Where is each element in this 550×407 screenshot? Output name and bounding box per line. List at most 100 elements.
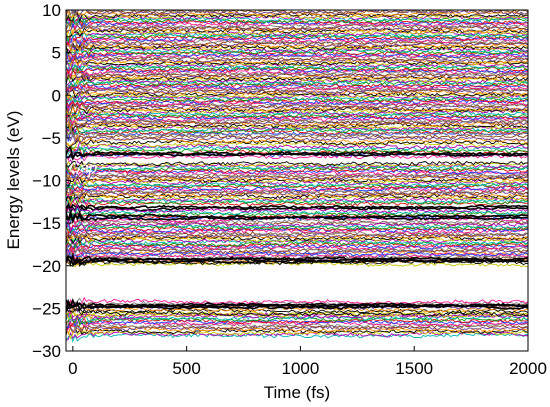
- energy-level-trace-10-6: [66, 297, 528, 310]
- y-tick-label: 5: [52, 44, 61, 63]
- energy-level-trace-0-81: [66, 22, 528, 31]
- energy-level-trace-7-8: [66, 237, 528, 246]
- energy-level-trace-0-2: [66, 125, 528, 136]
- y-tick-label: −20: [32, 257, 61, 276]
- energy-level-trace-0-66: [66, 42, 528, 55]
- energy-level-trace-3-21: [66, 169, 528, 181]
- energy-level-trace-0-33: [66, 85, 528, 96]
- energy-level-trace-12-15: [66, 307, 528, 317]
- energy-level-trace-12-0: [66, 332, 528, 343]
- energy-level-trace-1-5: [66, 140, 528, 152]
- energy-level-trace-1-3: [66, 144, 528, 157]
- energy-level-trace-0-29: [66, 90, 528, 101]
- energy-level-trace-3-6: [66, 191, 528, 200]
- x-tick-label: 1000: [281, 359, 319, 378]
- energy-level-trace-3-1: [66, 194, 528, 206]
- energy-level-trace-3-26: [66, 163, 528, 173]
- energy-level-trace-12-6: [66, 323, 528, 334]
- energy-level-trace-3-2: [66, 194, 528, 206]
- energy-level-trace-0-79: [66, 23, 528, 36]
- energy-level-trace-7-20: [66, 220, 528, 232]
- energy-level-trace-3-0: [66, 198, 528, 208]
- energy-level-trace-12-12: [66, 313, 528, 324]
- energy-level-trace-0-78: [66, 27, 528, 38]
- energy-level-trace-7-12: [66, 230, 528, 243]
- energy-level-trace-3-23: [66, 166, 528, 179]
- energy-level-trace-7-16: [66, 226, 528, 236]
- energy-level-trace-0-14: [66, 110, 528, 121]
- y-tick-label: 10: [42, 1, 61, 20]
- energy-level-trace-3-27: [66, 159, 528, 170]
- x-axis: 0 500 1000 1500 2000: [68, 346, 547, 378]
- energy-level-trace-3-14: [66, 180, 528, 190]
- energy-level-trace-1-7: [66, 138, 528, 149]
- energy-level-trace-0-13: [66, 112, 528, 124]
- energy-level-trace-0-40: [66, 75, 528, 87]
- energy-level-trace-0-5: [66, 121, 528, 132]
- y-axis-label: Energy levels (eV): [4, 111, 23, 250]
- energy-level-trace-12-10: [66, 314, 528, 328]
- energy-level-trace-3-22: [66, 168, 528, 176]
- energy-level-trace-0-73: [66, 31, 528, 46]
- y-tick-label: −30: [32, 342, 61, 361]
- energy-level-trace-0-64: [66, 43, 528, 55]
- y-tick-label: −10: [32, 172, 61, 191]
- energy-level-trace-4-1: [66, 202, 528, 215]
- energy-level-trace-0-27: [66, 93, 528, 104]
- energy-level-trace-8-6: [66, 248, 528, 262]
- energy-level-trace-0-39: [66, 77, 528, 88]
- energy-level-trace-3-11: [66, 183, 528, 192]
- x-axis-label: Time (fs): [264, 383, 330, 402]
- energy-level-trace-9-0: [66, 252, 528, 266]
- energy-level-trace-0-88: [66, 12, 528, 22]
- energy-level-trace-12-2: [66, 326, 528, 340]
- energy-level-trace-0-93: [66, 10, 528, 17]
- energy-level-trace-0-77: [66, 27, 528, 40]
- energy-level-trace-8-7: [66, 249, 528, 259]
- y-tick-label: −25: [32, 299, 61, 318]
- y-tick-label: −5: [42, 129, 61, 148]
- energy-level-trace-6-1: [66, 211, 528, 225]
- energy-level-trace-5-7: [66, 203, 528, 215]
- energy-level-trace-3-16: [66, 176, 528, 185]
- energy-level-trace-0-43: [66, 70, 528, 81]
- energy-level-trace-3-7: [66, 188, 528, 198]
- energy-level-trace-0-67: [66, 39, 528, 53]
- energy-level-trace-3-12: [66, 180, 528, 192]
- energy-level-trace-5-0: [66, 219, 528, 227]
- energy-level-trace-0-44: [66, 69, 528, 81]
- energy-level-trace-0-62: [66, 46, 528, 56]
- gap-annotation: Gap: [69, 160, 97, 177]
- energy-level-trace-0-42: [66, 73, 528, 85]
- x-tick-label: 500: [172, 359, 200, 378]
- energy-level-trace-0-12: [66, 113, 528, 122]
- energy-level-trace-0-61: [66, 49, 528, 58]
- energy-level-trace-1-11: [66, 127, 528, 139]
- energy-level-trace-9-2: [66, 255, 528, 264]
- energy-level-trace-7-3: [66, 244, 528, 255]
- energy-level-trace-2-1: [66, 146, 528, 161]
- energy-level-trace-0-87: [66, 13, 528, 25]
- energy-level-trace-0-4: [66, 124, 528, 134]
- energy-level-trace-0-91: [66, 10, 528, 18]
- energy-level-trace-5-1: [66, 215, 528, 227]
- energy-level-trace-3-29: [66, 160, 528, 170]
- energy-level-trace-0-1: [66, 126, 528, 137]
- energy-level-trace-1-9: [66, 132, 528, 144]
- energy-level-trace-0-11: [66, 112, 528, 125]
- energy-level-traces: [66, 10, 528, 343]
- x-tick-label: 2000: [509, 359, 547, 378]
- energy-level-trace-12-9: [66, 317, 528, 329]
- energy-level-trace-0-74: [66, 29, 528, 43]
- energy-level-trace-4-0: [66, 202, 528, 215]
- energy-level-trace-1-2: [66, 147, 528, 156]
- x-tick-label: 1500: [395, 359, 433, 378]
- energy-level-trace-0-16: [66, 108, 528, 120]
- energy-level-trace-3-5: [66, 189, 528, 202]
- x-tick-label: 0: [68, 359, 77, 378]
- energy-level-trace-11-2: [66, 298, 528, 312]
- energy-level-trace-0-71: [66, 35, 528, 47]
- energy-level-trace-10-7: [66, 296, 528, 308]
- y-axis: −30 −25 −20 −15 −10 −5 0 5 10: [32, 1, 71, 361]
